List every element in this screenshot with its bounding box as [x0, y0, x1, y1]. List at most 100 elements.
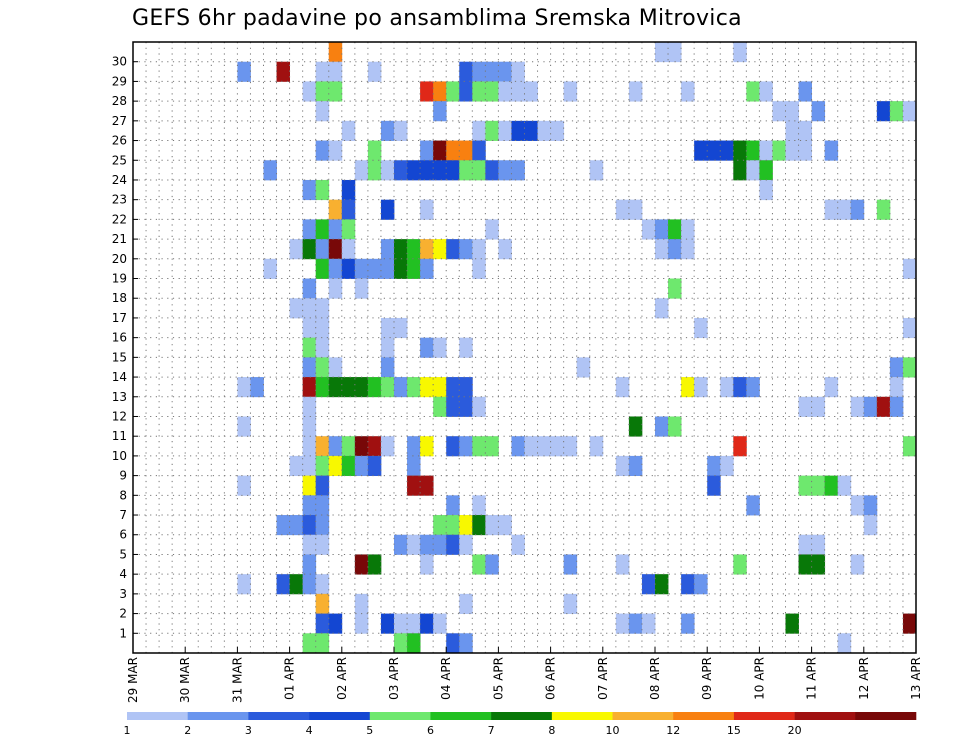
precip-cell [315, 633, 330, 654]
precip-cell [328, 455, 343, 477]
precip-cell [367, 160, 382, 181]
precip-cell [394, 160, 408, 181]
y-tick-label: 27 [112, 114, 127, 128]
precip-cell [315, 515, 330, 536]
precip-cell [576, 357, 591, 378]
precip-cell [733, 140, 747, 161]
precip-cell [367, 258, 382, 279]
precip-cell [328, 258, 343, 279]
precip-cell [367, 377, 382, 398]
precip-cell [380, 357, 395, 378]
precip-cell [302, 554, 317, 575]
precip-cell [628, 416, 643, 437]
precip-cell [315, 337, 330, 358]
colorbar-swatch [187, 712, 249, 720]
precip-cell [276, 574, 290, 595]
precip-cell [263, 160, 277, 181]
precip-cell [733, 436, 747, 457]
colorbar-swatch [491, 712, 553, 720]
precip-cell [459, 61, 473, 82]
precip-cell [655, 42, 669, 63]
precip-cell [328, 81, 343, 102]
precip-cell [707, 475, 721, 496]
precip-cell [315, 239, 330, 260]
precip-cell [315, 81, 330, 102]
precip-cell [785, 101, 799, 122]
precip-cell [420, 140, 434, 161]
precip-cell [446, 396, 460, 417]
precip-cell [641, 574, 656, 595]
precip-cell [472, 554, 486, 575]
precip-cell [550, 120, 565, 141]
x-tick-label: 07 APR [596, 657, 610, 700]
precip-cell [328, 199, 343, 220]
precip-cell [315, 436, 330, 457]
precip-cell [302, 317, 317, 339]
precip-cell [446, 160, 460, 181]
precip-cell [694, 317, 708, 339]
colorbar-tick-label: 8 [548, 724, 555, 737]
precip-cell [420, 534, 434, 555]
precip-cell [589, 436, 604, 457]
precip-cell [589, 160, 604, 181]
precip-cell [485, 436, 499, 457]
precip-cell [354, 613, 369, 634]
precip-cell [472, 396, 486, 417]
x-tick-label: 09 APR [700, 657, 714, 700]
precip-cell [628, 81, 643, 102]
y-tick-label: 23 [112, 193, 127, 207]
precip-cell [315, 455, 330, 477]
precip-cell [276, 61, 290, 82]
precip-cell [668, 278, 682, 299]
precip-cell [446, 495, 460, 516]
precip-cell [681, 239, 695, 260]
precip-cell [341, 258, 356, 279]
precip-cell [302, 455, 317, 477]
precip-cell [811, 101, 826, 122]
precip-cell [798, 475, 812, 496]
precip-cell [485, 120, 499, 141]
colorbar-swatch [248, 712, 310, 720]
precip-cell [641, 613, 656, 634]
precip-cell [707, 140, 721, 161]
precip-cell [681, 377, 695, 398]
precip-cell [524, 436, 538, 457]
precip-cell [615, 199, 630, 220]
y-tick-label: 16 [112, 331, 127, 345]
precip-cell [328, 436, 343, 457]
precip-cell [302, 278, 317, 299]
precip-cell [315, 219, 330, 240]
precip-cell [407, 455, 421, 477]
precip-cell [628, 199, 643, 220]
colorbar-tick-label: 15 [727, 724, 741, 737]
precip-cell [902, 317, 917, 339]
precip-cell [472, 495, 486, 516]
y-tick-label: 29 [112, 74, 127, 88]
precip-cell [289, 455, 304, 477]
colorbar-swatch [673, 712, 735, 720]
x-tick-label: 04 APR [439, 657, 453, 700]
precip-cell [315, 101, 330, 122]
precip-cell [876, 101, 891, 122]
precip-cell [394, 258, 408, 279]
precip-cell [420, 436, 434, 457]
precip-cell [628, 455, 643, 477]
precip-cell [759, 81, 773, 102]
colorbar-tick-label: 3 [245, 724, 252, 737]
precip-cell [472, 239, 486, 260]
precip-cell [785, 120, 799, 141]
precip-cell [433, 101, 447, 122]
precip-cell [433, 160, 447, 181]
precip-cell [315, 534, 330, 555]
precip-cell [394, 239, 408, 260]
precip-cell [289, 574, 304, 595]
precip-cell [459, 436, 473, 457]
precip-cell [615, 613, 630, 634]
precip-cell [459, 81, 473, 102]
precip-cell [641, 219, 656, 240]
precip-cell [302, 377, 317, 398]
colorbar-tick-label: 10 [606, 724, 620, 737]
precip-cell [328, 278, 343, 299]
precip-cell [446, 140, 460, 161]
